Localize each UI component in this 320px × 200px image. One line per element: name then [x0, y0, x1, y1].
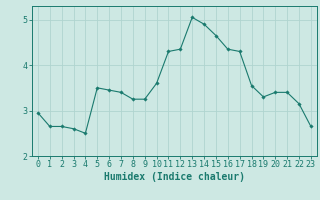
X-axis label: Humidex (Indice chaleur): Humidex (Indice chaleur) — [104, 172, 245, 182]
